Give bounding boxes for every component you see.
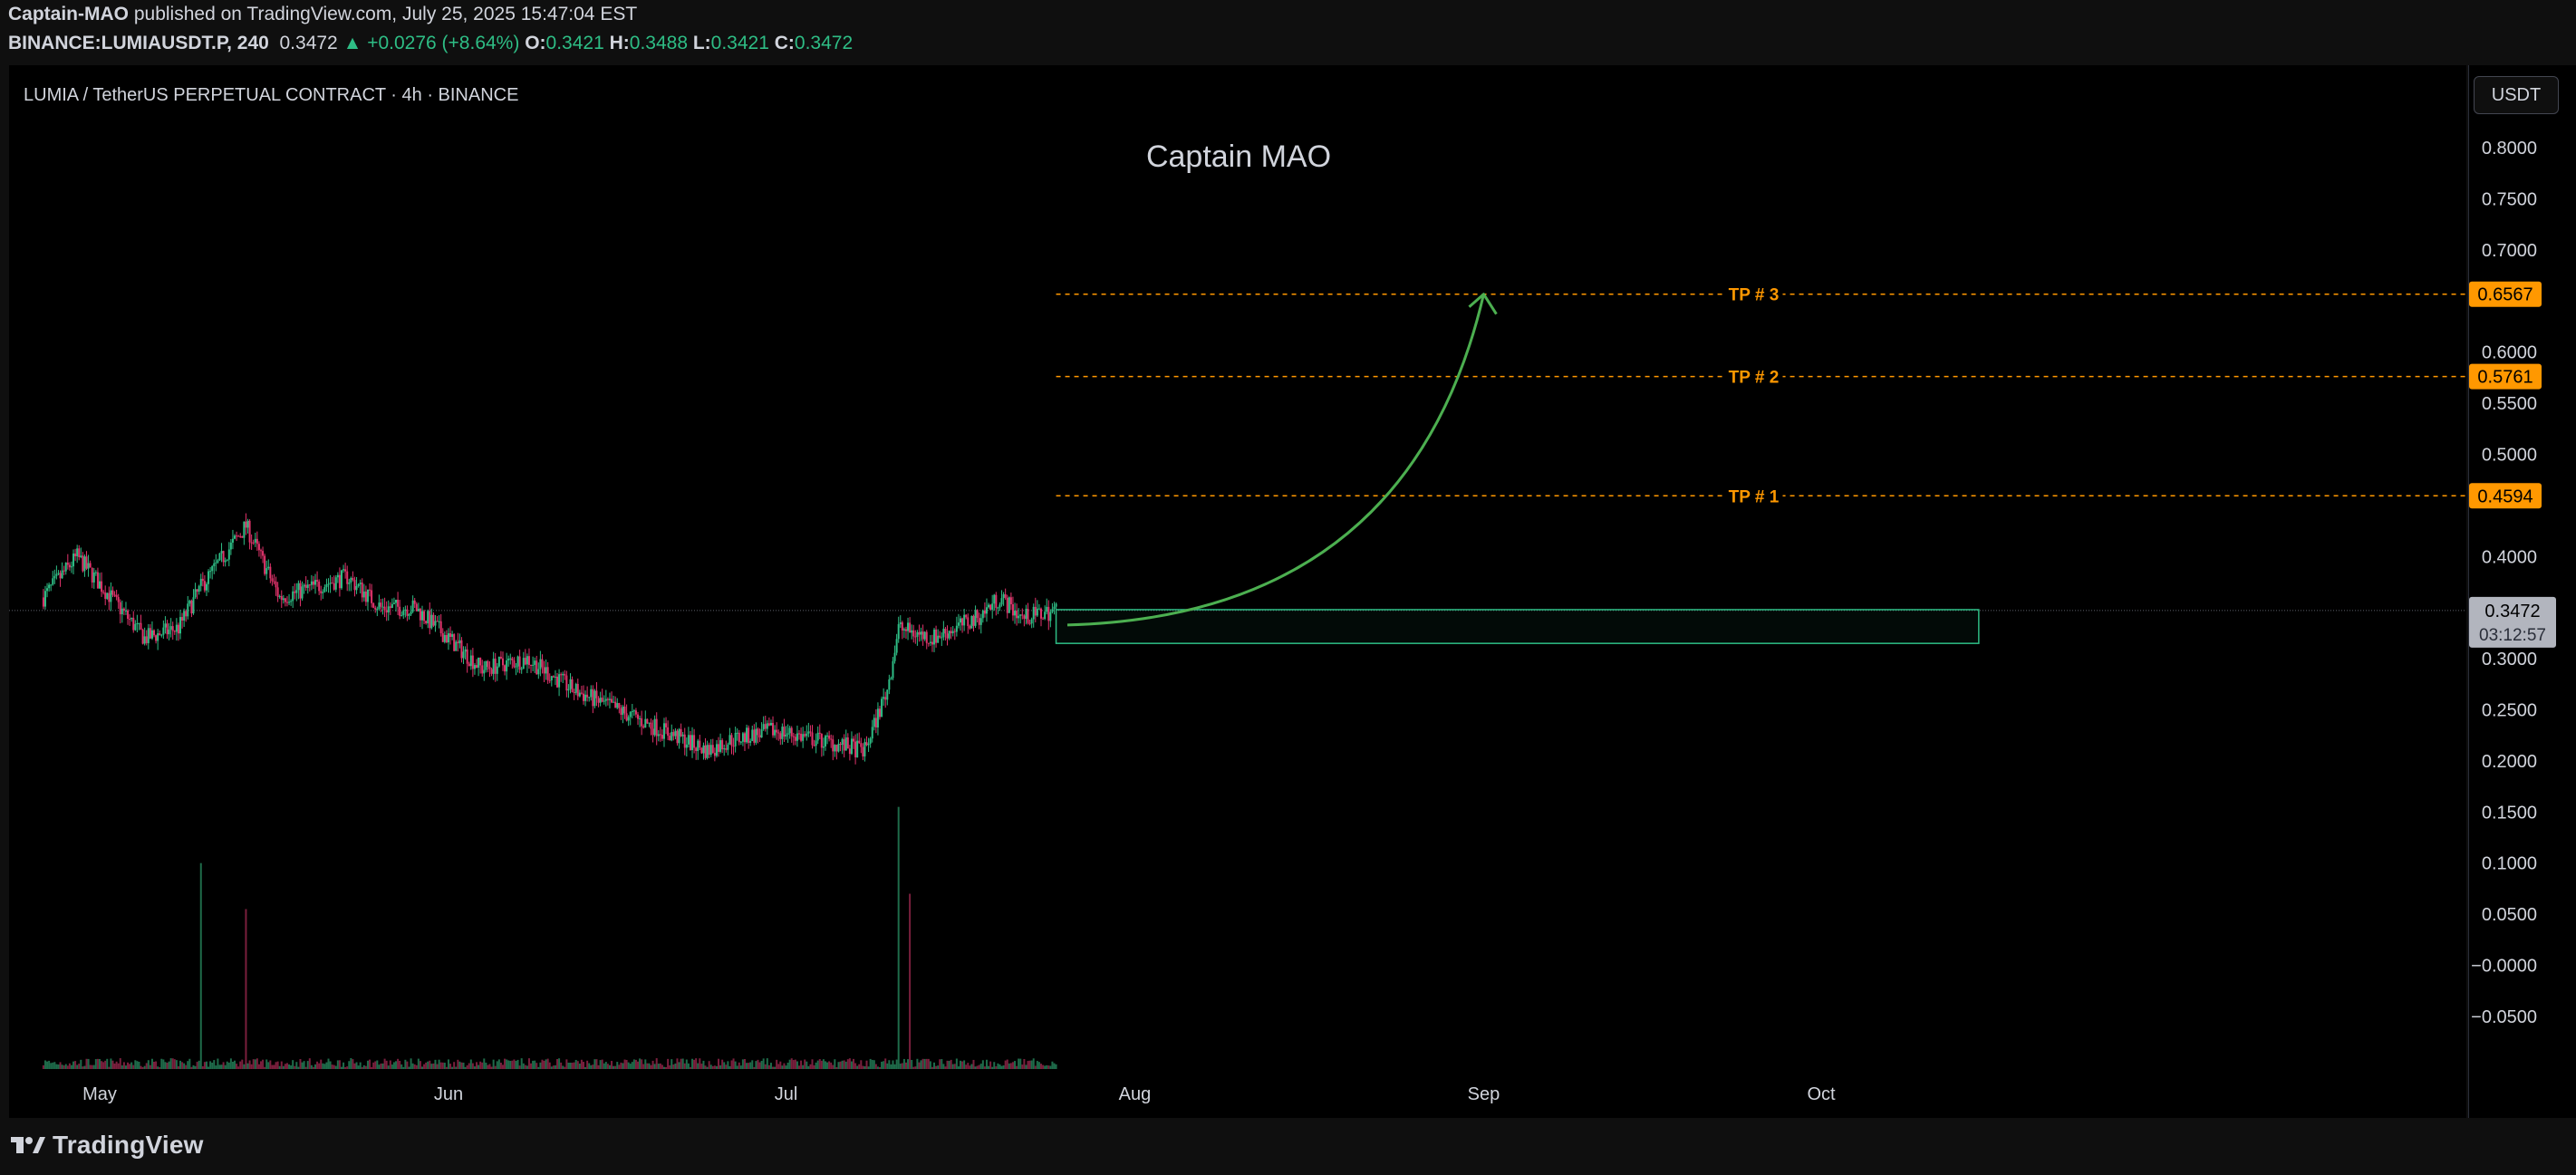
- price-change: +0.0276 (+8.64%): [367, 33, 520, 53]
- header-bar: Captain-MAO published on TradingView.com…: [0, 0, 2576, 65]
- open-label: O:: [525, 33, 546, 53]
- close-label: C:: [774, 33, 795, 53]
- publish-text: published on TradingView.com, July 25, 2…: [133, 4, 638, 24]
- publish-info: Captain-MAO published on TradingView.com…: [8, 4, 637, 25]
- high-label: H:: [609, 33, 630, 53]
- tradingview-logo[interactable]: TradingView: [9, 1131, 204, 1160]
- currency-button[interactable]: USDT: [2474, 76, 2559, 114]
- open-value: 0.3421: [545, 33, 604, 53]
- high-value: 0.3488: [629, 33, 688, 53]
- low-value: 0.3421: [710, 33, 769, 53]
- tradingview-logo-icon: [11, 1137, 45, 1153]
- low-label: L:: [692, 33, 711, 53]
- close-value: 0.3472: [794, 33, 854, 53]
- last-price: 0.3472: [279, 33, 338, 53]
- symbol-name[interactable]: BINANCE:LUMIAUSDT.P, 240: [8, 33, 269, 53]
- symbol-info: BINANCE:LUMIAUSDT.P, 240 0.3472 ▲ +0.027…: [8, 33, 853, 54]
- chart-area[interactable]: [9, 65, 2466, 1118]
- brand-text: TradingView: [53, 1131, 204, 1159]
- publisher-name[interactable]: Captain-MAO: [8, 4, 129, 24]
- price-axis[interactable]: [2468, 65, 2576, 1118]
- footer-bar: [0, 1118, 2576, 1175]
- change-arrow-icon: ▲: [343, 33, 362, 53]
